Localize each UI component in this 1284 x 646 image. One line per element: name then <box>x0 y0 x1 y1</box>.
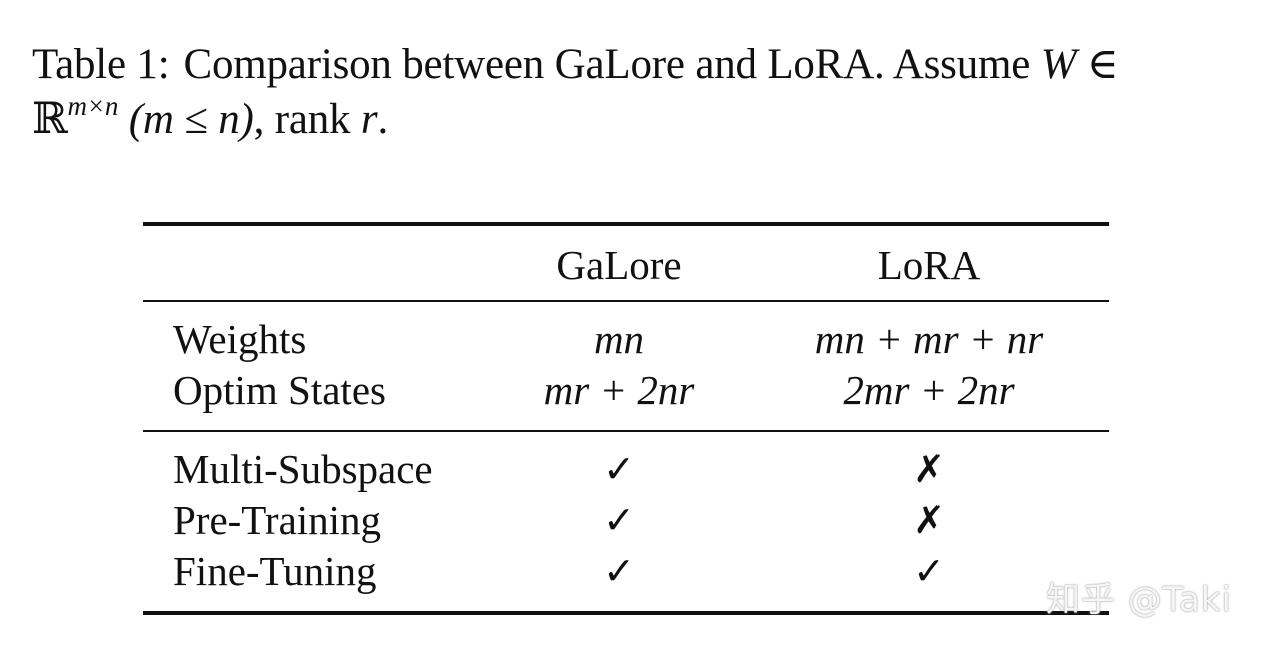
caption-rank-text: , rank <box>253 96 351 143</box>
caption-rank-var: r <box>360 96 378 143</box>
caption-label: Table 1: <box>32 41 170 88</box>
header-galore: GaLore <box>556 242 682 288</box>
mid-rule-1 <box>143 300 1109 302</box>
check-icon: ✓ <box>603 447 635 491</box>
row-label: Pre-Training <box>173 497 382 543</box>
watermark: 知乎 @Taki <box>1046 580 1232 620</box>
caption-dims: m×n <box>67 91 119 121</box>
galore-value: mr + 2nr <box>543 367 695 413</box>
table-row: Optim States mr + 2nr 2mr + 2nr <box>143 365 1109 416</box>
lora-value: mn + mr + nr <box>814 316 1044 362</box>
table-row: Multi-Subspace ✓ ✗ <box>143 444 1109 495</box>
row-label: Weights <box>173 316 307 362</box>
lora-value: 2mr + 2nr <box>843 367 1015 413</box>
caption-in-symbol: ∈ <box>1086 41 1119 88</box>
cross-icon: ✗ <box>913 498 945 542</box>
top-rule <box>143 222 1109 226</box>
row-label: Fine-Tuning <box>173 548 377 594</box>
header-row: GaLore LoRA <box>143 226 1109 300</box>
check-icon: ✓ <box>603 498 635 542</box>
cross-icon: ✗ <box>913 447 945 491</box>
galore-value: mn <box>593 316 645 362</box>
caption-period: . <box>377 96 389 143</box>
table-row: Weights mn mn + mr + nr <box>143 314 1109 365</box>
comparison-table: GaLore LoRA Weights mn mn + mr + nr Opti… <box>143 222 1109 615</box>
header-lora: LoRA <box>877 242 981 288</box>
caption-text: Comparison between GaLore and LoRA. Assu… <box>183 41 1031 88</box>
check-icon: ✓ <box>603 549 635 593</box>
caption-real-symbol: ℝ <box>32 94 68 144</box>
check-icon: ✓ <box>913 549 945 593</box>
caption-constraint: (m ≤ n) <box>128 96 254 143</box>
mid-rule-2 <box>143 430 1109 432</box>
table-row: Fine-Tuning ✓ ✓ <box>143 546 1109 597</box>
table-caption: Table 1: Comparison between GaLore and Lo… <box>32 38 1252 147</box>
row-label: Multi-Subspace <box>173 446 433 492</box>
bottom-rule <box>143 611 1109 615</box>
table-row: Pre-Training ✓ ✗ <box>143 495 1109 546</box>
row-label: Optim States <box>173 367 386 413</box>
caption-matrix-var: W <box>1040 41 1077 88</box>
